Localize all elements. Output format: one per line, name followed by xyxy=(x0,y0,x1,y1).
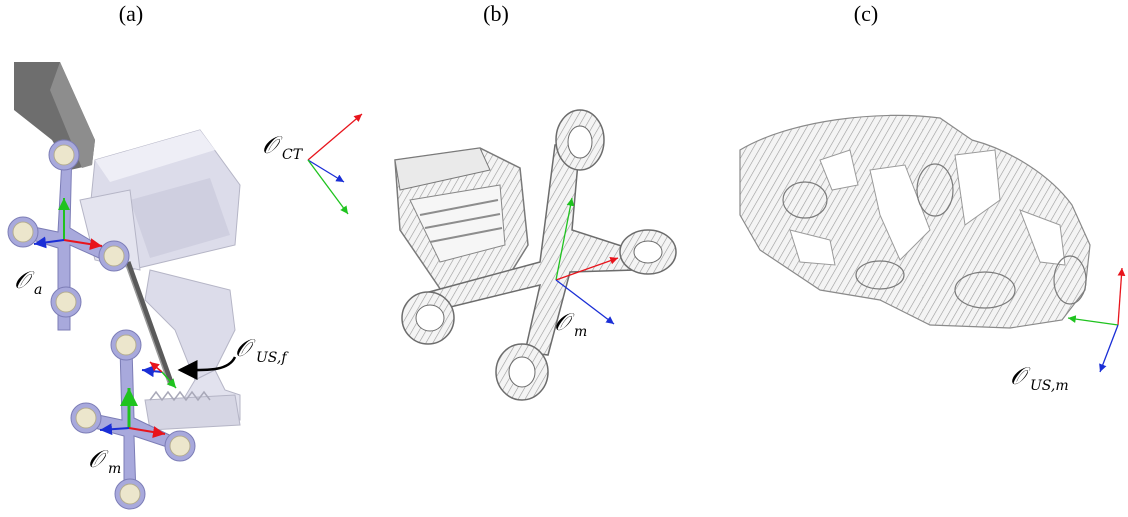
frame-ct-axes xyxy=(307,113,363,215)
label-o-m-b: 𝒪 m xyxy=(554,308,587,340)
frame-us-f-axes xyxy=(141,361,177,389)
label-o-ct-symbol: 𝒪 xyxy=(262,131,283,159)
marker-a xyxy=(7,139,130,331)
label-o-us-f-subscript: US,f xyxy=(256,350,289,366)
label-o-a: 𝒪 a xyxy=(14,266,42,298)
panel-label-a: (a) xyxy=(119,1,143,26)
frame-a-axes xyxy=(33,198,103,251)
label-o-us-m-subscript: US,m xyxy=(1030,378,1069,394)
label-o-m-a-symbol: 𝒪 xyxy=(88,445,109,473)
label-o-us-f: 𝒪 US,f xyxy=(235,334,289,366)
label-o-m-b-subscript: m xyxy=(574,324,587,340)
label-o-m-a: 𝒪 m xyxy=(88,445,121,477)
frame-m-axes-b xyxy=(555,197,619,325)
panel-c-us-scan xyxy=(739,114,1091,329)
label-o-m-a-subscript: m xyxy=(108,461,121,477)
label-o-m-b-symbol: 𝒪 xyxy=(554,308,575,336)
panel-a-render xyxy=(14,62,241,431)
label-o-a-symbol: 𝒪 xyxy=(14,266,35,294)
panel-label-b: (b) xyxy=(483,1,509,26)
us-f-pointer-arrow xyxy=(177,356,237,381)
label-o-ct-subscript: CT xyxy=(282,147,304,163)
label-o-a-subscript: a xyxy=(34,282,42,298)
label-o-us-f-symbol: 𝒪 xyxy=(235,334,256,362)
label-o-us-m-symbol: 𝒪 xyxy=(1010,362,1031,390)
label-o-us-m: 𝒪 US,m xyxy=(1010,362,1069,394)
frame-m-axes-a xyxy=(99,388,166,438)
label-o-ct: 𝒪 CT xyxy=(262,131,304,163)
panel-label-c: (c) xyxy=(854,1,878,26)
frame-us-m-axes xyxy=(1067,267,1126,373)
panel-b-ct-scan xyxy=(394,109,677,401)
